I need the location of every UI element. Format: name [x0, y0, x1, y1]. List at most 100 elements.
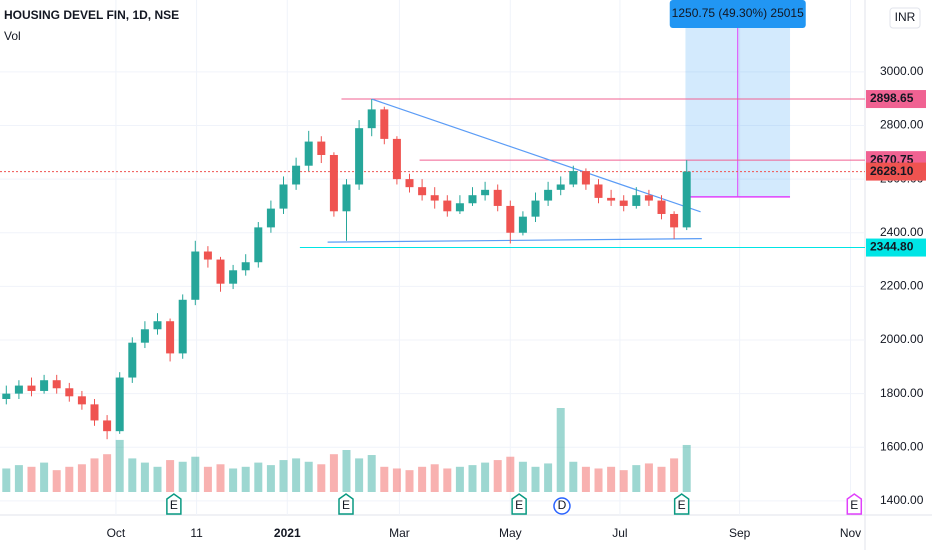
volume-bar — [367, 455, 376, 492]
candle-body — [266, 208, 275, 228]
event-label: D — [558, 498, 567, 512]
candle-body — [115, 377, 124, 432]
level-label: 2628.10 — [870, 164, 914, 178]
volume-bar — [191, 456, 200, 492]
x-tick-label: Mar — [389, 526, 410, 540]
volume-bar — [203, 466, 212, 492]
event-marker — [166, 493, 182, 515]
candle-body — [14, 385, 23, 394]
y-tick-label: 2800.00 — [880, 118, 924, 132]
volume-bar — [506, 456, 515, 492]
position-label: 1250.75 (49.30%) 25015 — [672, 6, 804, 20]
event-label: E — [170, 498, 178, 512]
volume-bar — [317, 464, 326, 492]
event-marker — [673, 493, 690, 515]
y-tick-label: 1600.00 — [880, 439, 924, 453]
volume-bar — [14, 465, 23, 492]
level-badge — [866, 90, 926, 109]
candle-body — [405, 179, 414, 188]
x-tick-label: 11 — [190, 526, 203, 540]
candle-body — [65, 388, 74, 397]
volume-bar — [103, 454, 112, 492]
candle-body — [632, 195, 641, 206]
volume-bar — [77, 464, 86, 492]
candle-body — [443, 200, 452, 212]
position-label-box — [669, 0, 806, 28]
event-label: E — [850, 498, 858, 512]
chart-title: HOUSING DEVEL FIN, 1D, NSE — [4, 8, 179, 22]
volume-bar — [229, 468, 238, 492]
volume-bar — [380, 466, 389, 492]
currency[interactable]: INR — [895, 10, 916, 24]
candle-body — [52, 380, 61, 389]
candle-body — [178, 299, 187, 354]
candle-body — [90, 404, 99, 421]
candle-body — [153, 321, 162, 330]
y-tick-label: 1800.00 — [880, 386, 924, 400]
volume-bar — [569, 461, 578, 492]
candle-body — [77, 396, 86, 405]
level-label: 2898.65 — [870, 91, 914, 105]
volume-bar — [556, 408, 565, 492]
candle-body — [317, 141, 326, 155]
candle-body — [216, 259, 225, 284]
candle-body — [556, 184, 565, 190]
volume-bar — [216, 464, 225, 492]
candle-body — [569, 171, 578, 185]
candle-body — [27, 385, 36, 391]
candle-body — [644, 195, 653, 201]
event-label: E — [342, 498, 350, 512]
volume-bar — [254, 462, 263, 492]
candle-body — [468, 195, 477, 204]
candle-body — [128, 342, 137, 378]
volume-bar — [292, 458, 301, 492]
x-tick-label: May — [499, 526, 522, 540]
volume-bar — [493, 460, 502, 492]
volume-bar — [115, 439, 124, 492]
volume-bar — [178, 461, 187, 492]
volume-bar — [329, 454, 338, 492]
candle-body — [140, 329, 149, 343]
candle-body — [380, 109, 389, 139]
trendline — [327, 238, 702, 243]
x-tick-label: Nov — [840, 526, 861, 540]
volume-bar — [90, 458, 99, 492]
volume-bar — [481, 462, 490, 492]
volume-bar — [644, 463, 653, 492]
volume-bar — [27, 466, 36, 492]
x-tick-label: Sep — [729, 526, 751, 540]
candle-body — [304, 141, 313, 166]
volume-bar — [140, 462, 149, 492]
y-tick-label: 2000.00 — [880, 332, 924, 346]
candle-body — [607, 197, 616, 201]
candle-body — [355, 128, 364, 185]
candle-body — [166, 321, 175, 354]
event-marker — [338, 493, 354, 515]
volume-bar — [65, 466, 74, 492]
currency-button[interactable] — [889, 7, 921, 29]
candle-body — [292, 165, 301, 185]
volume-bar — [355, 458, 364, 492]
event-marker — [846, 493, 863, 515]
trendline — [371, 98, 701, 213]
candle-body — [367, 109, 376, 129]
volume-bar — [594, 468, 603, 492]
volume-bar — [266, 465, 275, 492]
candle-body — [254, 227, 263, 263]
candle-body — [418, 187, 427, 196]
candle-body — [342, 184, 351, 212]
candle-body — [518, 216, 527, 233]
candle-body — [40, 380, 49, 391]
candle-body — [103, 420, 112, 432]
candle-body — [203, 251, 212, 260]
plot: 3000.002800.002600.002400.002200.002000.… — [0, 0, 926, 540]
volume-bar — [153, 466, 162, 492]
candle-body — [531, 200, 540, 217]
volume-bar — [531, 466, 540, 492]
volume-bar — [468, 465, 477, 492]
candle-body — [392, 138, 401, 180]
candle-body — [594, 184, 603, 198]
candle-body — [581, 171, 590, 185]
y-tick-label: 2400.00 — [880, 225, 924, 239]
